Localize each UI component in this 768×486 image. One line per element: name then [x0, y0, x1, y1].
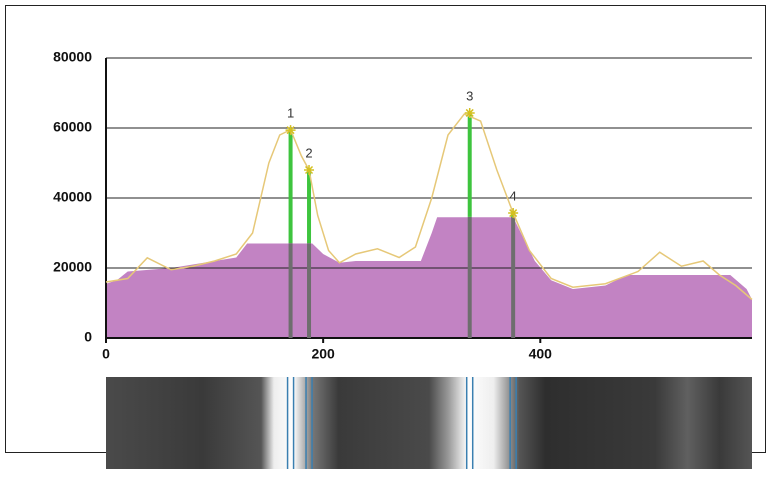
y-tick-label: 40000 [53, 189, 92, 205]
peak-marker [508, 208, 518, 218]
baseline-area [106, 217, 752, 338]
x-tick-label: 200 [311, 346, 335, 362]
y-tick-label: 80000 [53, 49, 92, 65]
y-tick-label: 0 [84, 329, 92, 345]
peak-marker [286, 125, 296, 135]
densitometry-view: 0 20000 40000 60000 80000 0 200 400 1 2 3 4 [0, 0, 768, 481]
y-tick-label: 20000 [53, 259, 92, 275]
y-tick-label: 60000 [53, 119, 92, 135]
peak-marker [465, 108, 475, 118]
peak-label: 2 [305, 145, 312, 160]
gel-lane [106, 377, 752, 469]
peak-label: 1 [287, 106, 294, 121]
peak-label: 3 [466, 88, 473, 103]
peak-marker [304, 165, 314, 175]
x-tick-label: 0 [102, 346, 110, 362]
x-tick-label: 400 [529, 346, 553, 362]
peak-label: 4 [510, 188, 517, 203]
